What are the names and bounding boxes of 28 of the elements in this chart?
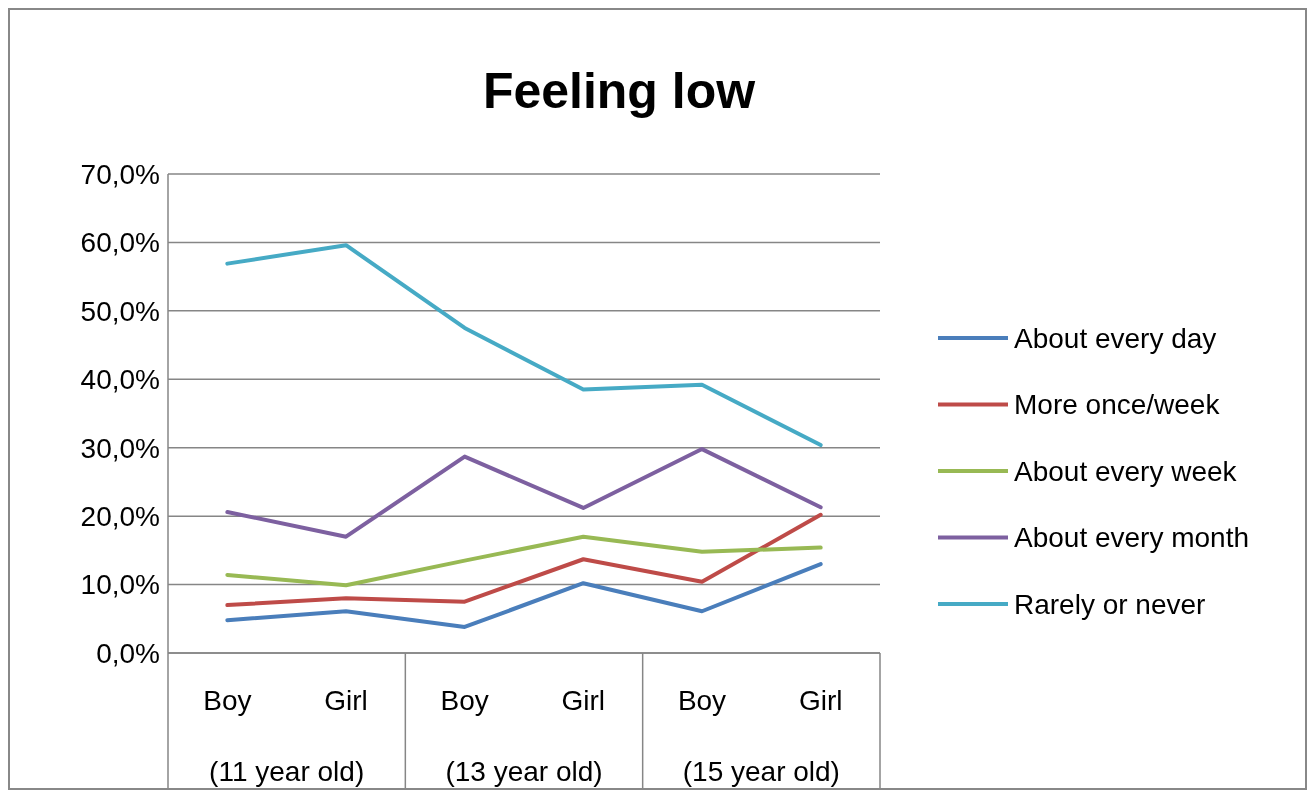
line-series	[225, 447, 823, 539]
legend-label: Rarely or never	[1014, 588, 1206, 620]
x-tick-label: Boy	[203, 685, 252, 716]
y-tick-label: 0,0%	[96, 637, 160, 669]
y-tick-label: 30,0%	[80, 432, 160, 464]
y-tick-label: 20,0%	[80, 500, 160, 532]
line-series	[225, 562, 823, 629]
line-series	[225, 243, 823, 447]
line-series	[225, 512, 823, 608]
y-tick-label: 40,0%	[80, 364, 160, 396]
x-tick-label: Boy	[440, 685, 489, 716]
text: (15 year old)	[682, 756, 840, 787]
text: (11 year old)	[209, 756, 365, 787]
y-tick-label: 60,0%	[80, 227, 160, 259]
legend-label: About every day	[1014, 322, 1217, 354]
legend-label: More once/week	[1014, 389, 1221, 421]
y-tick-label: 70,0%	[80, 158, 160, 190]
legend-label: About every month	[1014, 522, 1250, 554]
y-tick-label: 10,0%	[80, 569, 160, 601]
y-tick-label: 50,0%	[80, 295, 160, 327]
text: (13 year old)	[445, 756, 603, 787]
legend-label: About every week	[1014, 455, 1238, 487]
line-series	[225, 534, 823, 588]
x-tick-label: Girl	[798, 685, 843, 716]
x-tick-label: Girl	[561, 685, 606, 716]
chart-title: Feeling low	[482, 63, 756, 119]
x-tick-label: Boy	[677, 685, 727, 716]
x-tick-label: Girl	[324, 685, 368, 716]
